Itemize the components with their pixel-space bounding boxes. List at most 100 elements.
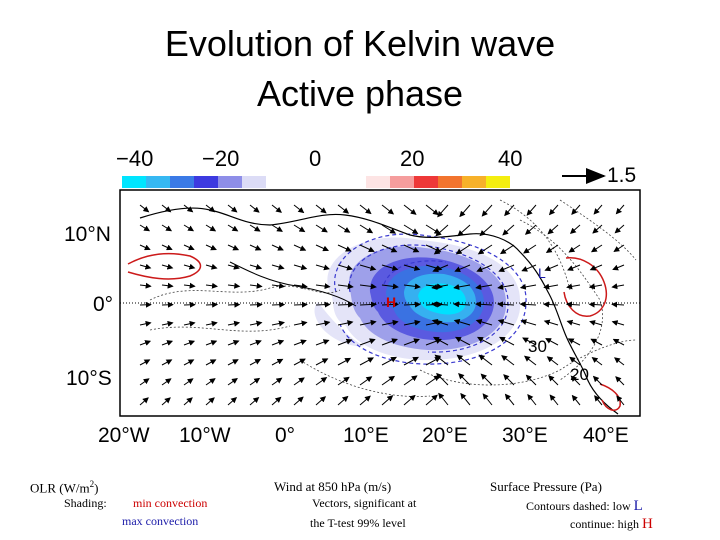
wind-vector [293, 283, 308, 289]
wind-vector [525, 374, 537, 386]
colorbar-swatch-pos-3 [438, 176, 462, 188]
wind-vector [359, 338, 376, 346]
wind-vector [571, 394, 581, 406]
wind-vector [434, 354, 449, 366]
wind-vector [139, 282, 152, 289]
colorbar-swatch-pos-5 [486, 176, 510, 188]
wind-vector [545, 244, 559, 253]
wind-vector [479, 224, 493, 237]
wind-vector [271, 320, 285, 327]
wind-vector [205, 340, 218, 346]
wind-vector [249, 396, 260, 406]
wind-vector [503, 374, 515, 386]
wind-vector [570, 375, 581, 386]
wind-vector [571, 204, 581, 215]
contour-label-30: 30 [528, 337, 547, 356]
wind-vector [543, 301, 559, 308]
wind-vector [612, 338, 625, 346]
wind-vector [249, 282, 263, 289]
wind-vector [227, 204, 238, 213]
wind-vector [612, 264, 625, 271]
wind-vector [359, 395, 371, 406]
pressure-contours-low [334, 233, 527, 365]
wind-vector [588, 283, 603, 290]
wind-vector [227, 320, 241, 327]
contour-label-20: 20 [570, 365, 589, 384]
wind-vector [499, 336, 515, 346]
reference-vector-label: 1.5 [607, 164, 637, 187]
wind-vector [139, 224, 151, 232]
wind-vector [227, 339, 240, 346]
wind-vector [315, 224, 328, 233]
wind-vector [403, 338, 420, 346]
wind-vector [183, 282, 196, 289]
wind-vector [139, 340, 152, 346]
shading-label: Shading: [64, 496, 107, 510]
wind-vector [455, 336, 471, 346]
wind-vector [249, 224, 261, 232]
wind-vector [293, 396, 304, 406]
wind-vector [592, 224, 603, 234]
wind-vector [437, 204, 449, 218]
wind-vector [293, 244, 307, 251]
wind-vector [337, 376, 350, 386]
wind-vector [249, 301, 263, 308]
wind-vector [161, 378, 172, 386]
wind-vectors [139, 204, 625, 406]
wind-vector [435, 224, 449, 237]
wind-vector [504, 393, 515, 406]
wind-vector [460, 392, 471, 406]
olr-caption: OLR (W/m2) [30, 479, 99, 496]
wind-vector [227, 224, 239, 232]
wind-vector [501, 355, 515, 366]
wind-vector [475, 283, 493, 290]
wind-vector [337, 301, 354, 308]
wind-vector [359, 264, 377, 271]
wind-vector [271, 301, 286, 308]
wind-vector [271, 204, 282, 213]
wind-vector [315, 339, 330, 346]
low-pressure-mark: L [538, 265, 546, 281]
lon-label-20w: 20°W [98, 424, 150, 447]
wind-vector [594, 395, 603, 406]
wind-vector [521, 264, 537, 272]
wind-vector [613, 244, 625, 252]
wind-vector [249, 264, 263, 270]
wind-vector [293, 224, 306, 233]
wind-vector [337, 320, 354, 326]
wind-vector [614, 357, 625, 366]
colorbar-swatch-pos-1 [390, 176, 414, 188]
wind-vector [590, 338, 603, 346]
colorbar-swatch-pos-0 [366, 176, 390, 188]
wind-vector [547, 224, 559, 235]
wind-vector [293, 377, 305, 386]
wind-caption-line1: Vectors, significant at [312, 496, 417, 510]
wind-vector [403, 264, 421, 271]
wind-vector [425, 204, 439, 216]
wind-vector [497, 283, 515, 290]
wind-vector [431, 301, 449, 308]
wind-vector [227, 301, 241, 308]
wind-vector [249, 244, 262, 251]
wind-vector [161, 224, 173, 232]
wind-vector [183, 244, 195, 251]
wind-vector [454, 264, 471, 273]
wind-vector [205, 244, 217, 251]
wind-vector [458, 372, 471, 386]
wind-vector [611, 301, 625, 308]
wind-vector [315, 244, 330, 252]
wind-vector [567, 264, 581, 271]
wind-vector [139, 378, 150, 386]
wind-vector [337, 264, 353, 271]
wind-vector [183, 320, 196, 327]
colorbar-label-20: 20 [400, 146, 425, 171]
wind-vector [590, 244, 603, 253]
wind-vector [315, 204, 327, 214]
lon-label-40e: 40°E [583, 424, 629, 447]
title-line-2: Active phase [256, 73, 464, 114]
wind-vector [337, 204, 350, 214]
wind-vector [403, 375, 418, 386]
lon-label-20e: 20°E [422, 424, 468, 447]
wind-vector [504, 204, 515, 217]
colorbar-label-minus20: −20 [202, 146, 240, 171]
